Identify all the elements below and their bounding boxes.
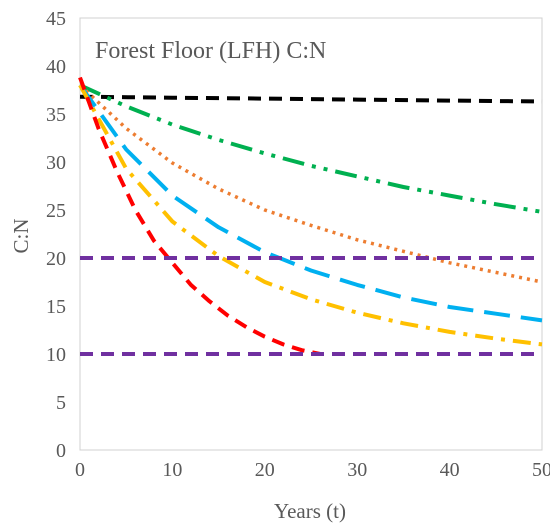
x-tick-label: 40: [440, 459, 460, 481]
plot-area: [79, 17, 543, 451]
x-tick-labels: 0 10 20 30 40 50: [75, 459, 550, 481]
x-tick-label: 30: [347, 459, 367, 481]
y-tick-labels: 0 5 10 15 20 25 30 35 40 45: [46, 8, 66, 462]
y-tick-label: 30: [46, 152, 66, 174]
series-line-4: [78, 84, 543, 323]
y-tick-label: 10: [46, 344, 66, 366]
x-tick-label: 10: [162, 459, 182, 481]
x-tick-label: 50: [532, 459, 550, 481]
chart-title: Forest Floor (LFH) C:N: [95, 38, 326, 64]
y-tick-label: 25: [46, 200, 66, 222]
series-line-6: [78, 76, 321, 356]
y-tick-label: 40: [46, 56, 66, 78]
y-axis-title: C:N: [9, 218, 33, 253]
x-tick-label: 20: [255, 459, 275, 481]
series-layer: [78, 76, 543, 356]
y-tick-label: 0: [56, 440, 66, 462]
y-tick-label: 45: [46, 8, 66, 30]
x-tick-label: 0: [75, 459, 85, 481]
y-tick-label: 5: [56, 392, 66, 414]
y-tick-label: 15: [46, 296, 66, 318]
series-line-5: [78, 84, 543, 347]
y-tick-label: 35: [46, 104, 66, 126]
x-axis-title: Years (t): [274, 499, 346, 523]
series-line-3: [78, 83, 543, 284]
y-tick-label: 20: [46, 248, 66, 270]
series-line-1: [79, 94, 543, 104]
